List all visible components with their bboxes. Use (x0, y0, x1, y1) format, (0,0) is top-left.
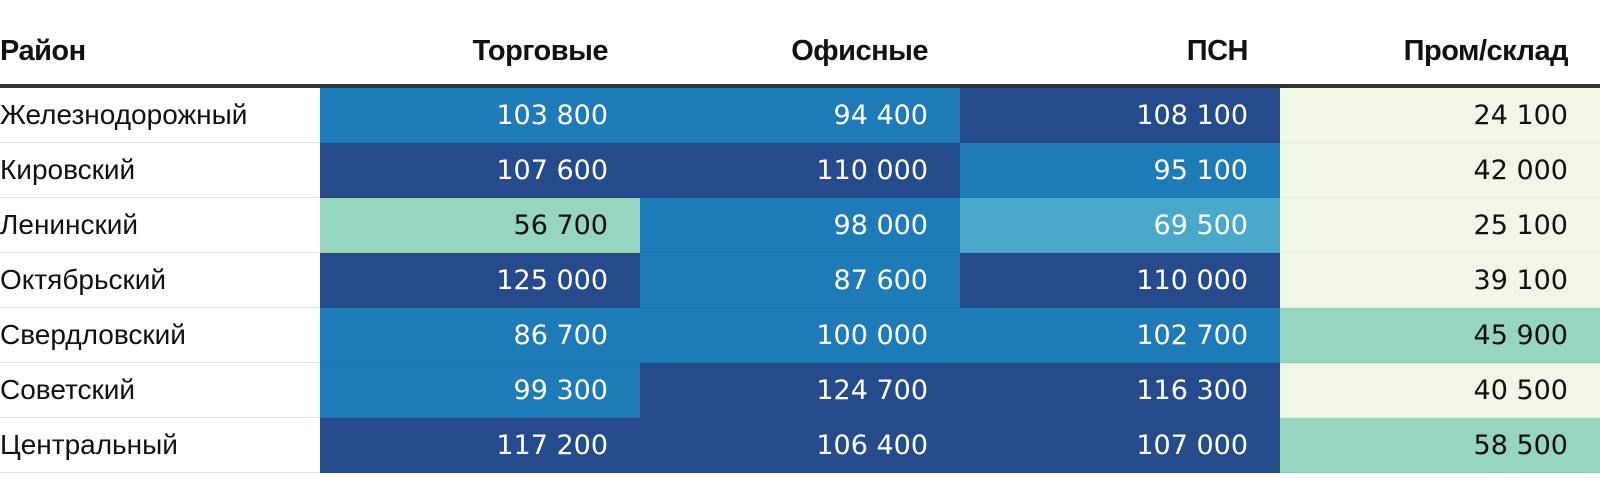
heat-cell-psn: 108 100 (960, 86, 1280, 143)
heat-cell-industrial: 45 900 (1280, 307, 1600, 363)
heatmap-table: Район Торговые Офисные ПСН Пром/склад Же… (0, 18, 1600, 473)
heat-cell-psn: 116 300 (960, 362, 1280, 418)
heat-cell-office: 98 000 (640, 197, 960, 253)
heat-cell-psn: 110 000 (960, 252, 1280, 308)
column-header-industrial: Пром/склад (1280, 18, 1600, 88)
column-header-office: Офисные (640, 18, 960, 88)
heat-cell-retail: 117 200 (320, 417, 640, 473)
heat-cell-office: 124 700 (640, 362, 960, 418)
heat-cell-retail: 56 700 (320, 197, 640, 253)
heat-cell-industrial: 24 100 (1280, 86, 1600, 143)
heat-cell-psn: 95 100 (960, 142, 1280, 198)
column-header-district: Район (0, 18, 320, 88)
heat-cell-retail: 86 700 (320, 307, 640, 363)
table-row: Советский 99 300 124 700 116 300 40 500 (0, 362, 1600, 418)
heat-cell-retail: 125 000 (320, 252, 640, 308)
heat-cell-retail: 103 800 (320, 86, 640, 143)
heat-cell-industrial: 39 100 (1280, 252, 1600, 308)
district-name: Советский (0, 362, 320, 418)
district-name: Свердловский (0, 307, 320, 363)
heat-cell-industrial: 42 000 (1280, 142, 1600, 198)
heat-cell-retail: 99 300 (320, 362, 640, 418)
heat-cell-office: 87 600 (640, 252, 960, 308)
district-name: Железнодорожный (0, 86, 320, 143)
header-row: Район Торговые Офисные ПСН Пром/склад (0, 18, 1600, 88)
heat-cell-office: 94 400 (640, 86, 960, 143)
table-row: Октябрьский 125 000 87 600 110 000 39 100 (0, 252, 1600, 308)
heat-cell-psn: 102 700 (960, 307, 1280, 363)
column-header-retail: Торговые (320, 18, 640, 88)
table-body: Железнодорожный 103 800 94 400 108 100 24 10… (0, 86, 1600, 473)
heat-cell-industrial: 25 100 (1280, 197, 1600, 253)
heat-cell-retail: 107 600 (320, 142, 640, 198)
table-row: Ленинский 56 700 98 000 69 500 25 100 (0, 197, 1600, 253)
heat-cell-psn: 69 500 (960, 197, 1280, 253)
district-name: Октябрьский (0, 252, 320, 308)
table-row: Железнодорожный 103 800 94 400 108 100 24 10… (0, 86, 1600, 143)
heat-cell-industrial: 58 500 (1280, 417, 1600, 473)
heat-cell-office: 110 000 (640, 142, 960, 198)
heat-cell-industrial: 40 500 (1280, 362, 1600, 418)
heat-cell-office: 100 000 (640, 307, 960, 363)
district-name: Кировский (0, 142, 320, 198)
heat-cell-psn: 107 000 (960, 417, 1280, 473)
district-name: Ленинский (0, 197, 320, 253)
table-row: Свердловский 86 700 100 000 102 700 45 900 (0, 307, 1600, 363)
district-name: Центральный (0, 417, 320, 473)
column-header-psn: ПСН (960, 18, 1280, 88)
heat-cell-office: 106 400 (640, 417, 960, 473)
table-row: Кировский 107 600 110 000 95 100 42 000 (0, 142, 1600, 198)
table-row: Центральный 117 200 106 400 107 000 58 500 (0, 417, 1600, 473)
